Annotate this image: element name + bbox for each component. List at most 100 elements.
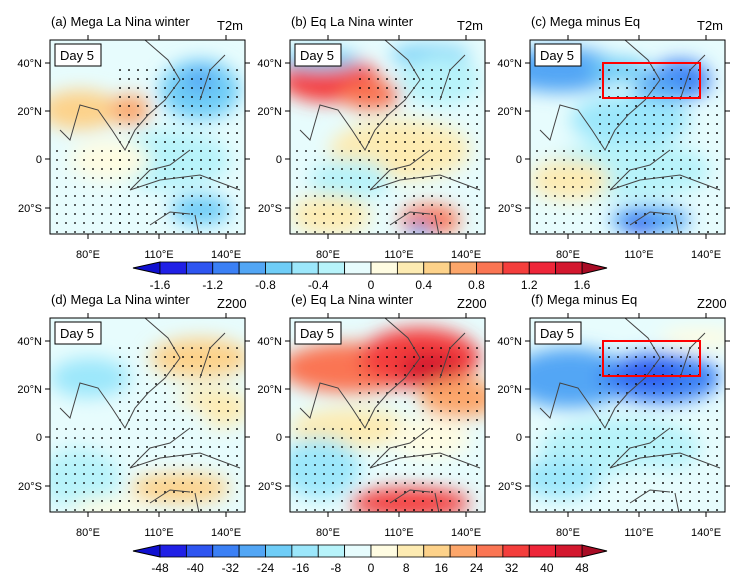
lon-tick-label: 80°E <box>76 249 100 261</box>
significance-stippling <box>358 347 485 512</box>
lon-tick-label: 80°E <box>316 527 340 539</box>
colorbar-bin <box>423 261 451 275</box>
lat-tick-label: 20°S <box>18 481 42 493</box>
lat-tick-label: 0 <box>516 432 522 444</box>
map-panel: Day 5 40°N 20°N 0 20°S 80°E 110°E 140°E <box>257 313 490 539</box>
lon-tick-label: 110°E <box>144 527 173 539</box>
lon-tick-label: 110°E <box>144 249 173 261</box>
colorbar-bin <box>344 544 372 558</box>
colorbar-bin <box>291 261 319 275</box>
colorbar-bin <box>238 261 266 275</box>
colorbar-bin <box>476 261 504 275</box>
coastline <box>539 318 721 512</box>
colorbar-label: 0 <box>368 278 375 292</box>
lat-tick-label: 20°N <box>497 384 522 396</box>
significance-stippling <box>598 347 725 512</box>
colorbar-bin <box>555 544 583 558</box>
lat-tick-label: 20°S <box>498 203 522 215</box>
lat-tick-label: 20°N <box>17 384 42 396</box>
colorbar-bin <box>238 544 266 558</box>
map-panel: Day 5 40°N 20°N 0 20°S 80°E 110°E 140°E <box>17 35 250 261</box>
colorbar-bin <box>528 261 557 275</box>
colorbar-bin <box>476 544 504 558</box>
colorbar-bin <box>317 544 346 558</box>
coastline <box>59 40 241 234</box>
lon-tick-label: 140°E <box>691 527 721 539</box>
panel-variable: T2m <box>457 18 483 33</box>
day-label: Day 5 <box>60 48 94 63</box>
map-panel: Day 5 40°N 20°N 0 20°S 80°E 110°E 140°E <box>497 35 730 261</box>
coastline <box>299 318 481 512</box>
significance-stippling <box>118 347 245 512</box>
day-label: Day 5 <box>60 326 94 341</box>
colorbar-label: 0 <box>368 561 375 575</box>
lon-tick-label: 80°E <box>316 249 340 261</box>
colorbar-bin <box>291 544 319 558</box>
colorbar: -48 -40 -32 -24 -16 -8 0 8 16 24 32 40 48 <box>132 544 608 575</box>
colorbar-bin <box>449 544 477 558</box>
colorbar-label: -0.8 <box>255 278 276 292</box>
lon-tick-label: 110°E <box>384 527 413 539</box>
map-panel: Day 5 40°N 20°N 0 20°S 80°E 110°E 140°E <box>497 313 730 539</box>
colorbar-label: 24 <box>470 561 484 575</box>
lat-tick-label: 40°N <box>497 58 522 70</box>
anomaly-shading <box>50 90 120 130</box>
region-box <box>602 340 701 377</box>
panel-title: (f) Mega minus Eq <box>531 292 638 307</box>
lat-tick-label: 0 <box>36 154 42 166</box>
lat-tick-label: 20°N <box>17 106 42 118</box>
colorbar-bin <box>265 261 293 275</box>
lat-tick-label: 20°S <box>18 203 42 215</box>
colorbar-bin <box>265 544 293 558</box>
colorbar-bin <box>370 261 398 275</box>
coastline <box>299 40 481 234</box>
colorbar-bin <box>212 261 240 275</box>
coastline <box>539 40 721 234</box>
colorbar-bin <box>449 261 477 275</box>
colorbar-bin <box>528 544 557 558</box>
significance-stippling <box>358 69 485 234</box>
colorbar-label: 48 <box>575 561 589 575</box>
colorbar-label: -1.6 <box>150 278 171 292</box>
colorbar-label: 0.8 <box>468 278 485 292</box>
significance-stippling <box>118 69 245 234</box>
day-label: Day 5 <box>300 326 334 341</box>
lat-tick-label: 20°N <box>257 106 282 118</box>
colorbar: -1.6 -1.2 -0.8 -0.4 0 0.4 0.8 1.2 1.6 <box>132 261 608 292</box>
lon-tick-label: 80°E <box>556 527 580 539</box>
colorbar-bin <box>370 544 398 558</box>
lat-tick-label: 20°S <box>258 203 282 215</box>
significance-stippling <box>598 69 725 234</box>
panel-variable: T2m <box>697 18 723 33</box>
panel-title: (d) Mega La Nina winter <box>51 292 190 307</box>
map-panel: Day 5 40°N 20°N 0 20°S 80°E 110°E 140°E <box>17 313 250 539</box>
colorbar-bin <box>396 544 425 558</box>
panel-title: (b) Eq La Nina winter <box>291 14 414 29</box>
colorbar-label: 1.2 <box>521 278 538 292</box>
lon-tick-label: 140°E <box>691 249 721 261</box>
colorbar-label: -32 <box>222 561 240 575</box>
day-label: Day 5 <box>540 326 574 341</box>
anomaly-shading <box>660 328 725 348</box>
colorbar-label: 32 <box>505 561 519 575</box>
lat-tick-label: 20°N <box>497 106 522 118</box>
colorbar-bin <box>502 544 530 558</box>
colorbar-bin <box>317 261 346 275</box>
lon-tick-label: 110°E <box>624 527 653 539</box>
colorbar-label: 40 <box>540 561 554 575</box>
colorbar-label: -1.2 <box>202 278 223 292</box>
anomaly-shading <box>50 358 130 398</box>
day-label: Day 5 <box>540 48 574 63</box>
colorbar-label: -48 <box>151 561 169 575</box>
colorbar-label: 16 <box>435 561 449 575</box>
region-box <box>602 62 701 99</box>
lon-tick-label: 140°E <box>451 527 481 539</box>
colorbar-label: -40 <box>186 561 204 575</box>
lat-tick-label: 40°N <box>257 58 282 70</box>
day-label: Day 5 <box>300 48 334 63</box>
panel-variable: Z200 <box>457 296 487 311</box>
colorbar-bin <box>159 544 187 558</box>
colorbar-bin <box>344 261 372 275</box>
lat-tick-label: 0 <box>276 154 282 166</box>
lat-tick-label: 40°N <box>17 58 42 70</box>
